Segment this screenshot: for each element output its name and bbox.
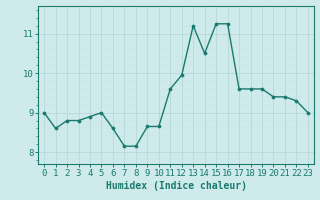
X-axis label: Humidex (Indice chaleur): Humidex (Indice chaleur): [106, 181, 246, 191]
